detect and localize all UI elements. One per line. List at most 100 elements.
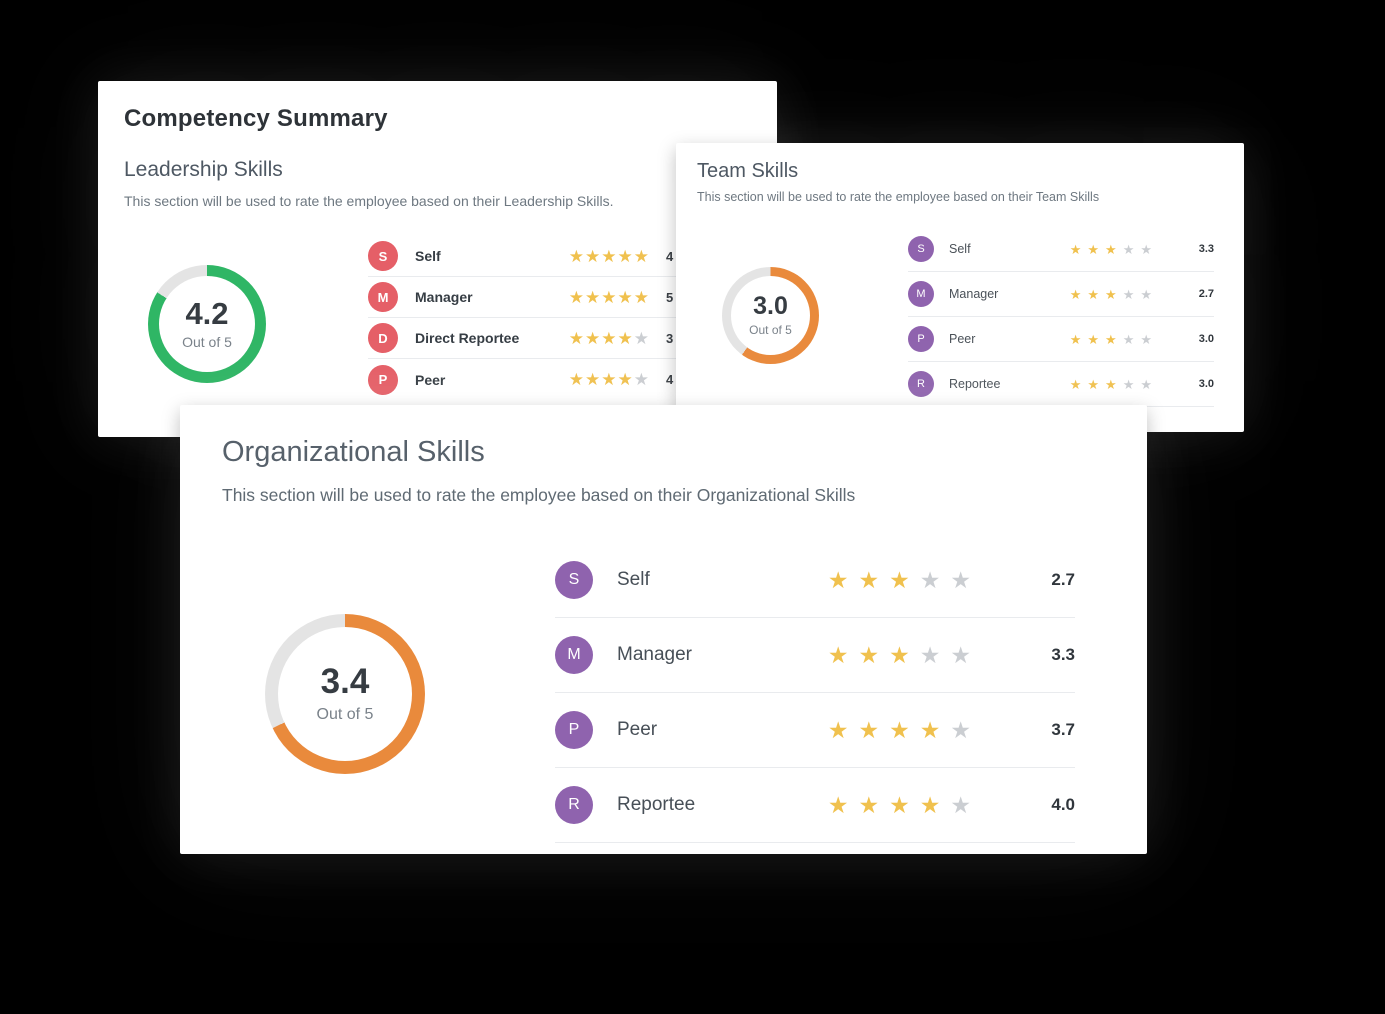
star-icon: ★ [858,791,880,818]
row-value: 4.0 [1051,795,1075,814]
star-icon: ★ [1087,376,1100,392]
star-icon: ★ [950,716,971,743]
row-label: Manager [949,287,999,301]
row-value: 2.7 [1198,288,1214,300]
star-icon: ★ [858,716,880,743]
rating-row-self: S Self ★ ★ ★ ★ ★ 2.7 [555,543,1075,618]
org-rating-list: S Self ★ ★ ★ ★ ★ 2.7 M Manager ★ ★ ★ ★ ★ 3.3 P P… [555,543,1075,843]
row-label: Direct Reportee [415,330,520,346]
row-value: 4 [666,248,674,264]
row-value: 3.0 [1198,333,1214,345]
avatar: M [368,282,398,312]
org-score-caption: Out of 5 [316,706,374,723]
star-rating: ★ ★ ★ ★ ★ [827,566,971,593]
star-rating: ★ ★ ★ ★ ★ [569,289,650,306]
star-rating: ★ ★ ★ ★ ★ [1070,333,1158,346]
star-rating: ★ ★ ★ ★ ★ [569,248,650,265]
star-icon: ★ [601,246,617,266]
rating-row-reportee: R Reportee ★ ★ ★ ★ ★ 4.0 [555,768,1075,843]
star-icon: ★ [1122,331,1135,347]
star-icon: ★ [827,566,849,593]
star-icon: ★ [950,566,971,593]
donut-hole: 4.2 Out of 5 [159,276,255,372]
row-value: 3.0 [1198,378,1214,390]
row-label: Reportee [617,794,696,815]
star-icon: ★ [1140,241,1152,257]
star-icon: ★ [1087,286,1100,302]
star-icon: ★ [889,566,910,593]
star-icon: ★ [617,328,633,348]
row-label: Peer [617,719,658,740]
star-rating: ★ ★ ★ ★ ★ [827,716,971,743]
star-icon: ★ [950,791,971,818]
star-icon: ★ [1069,376,1082,392]
star-icon: ★ [568,246,584,266]
star-rating: ★ ★ ★ ★ ★ [569,330,650,347]
star-icon: ★ [1105,241,1117,257]
team-score-caption: Out of 5 [749,323,792,337]
rating-row-peer: P Peer ★ ★ ★ ★ ★ 3.7 [555,693,1075,768]
star-icon: ★ [617,370,633,389]
avatar: R [908,371,934,397]
star-icon: ★ [585,370,601,389]
row-label: Manager [415,289,473,305]
star-icon: ★ [889,791,910,818]
row-label: Manager [617,644,692,665]
rating-row-peer: P Peer ★ ★ ★ ★ ★ 4 [368,359,777,400]
row-label: Reportee [949,377,1001,391]
team-rating-list: S Self ★ ★ ★ ★ ★ 3.3 M Manager ★ ★ ★ ★ ★ 2.7 P P… [908,227,1214,407]
star-icon: ★ [1122,241,1135,257]
star-icon: ★ [585,246,601,266]
donut-hole: 3.0 Out of 5 [731,276,810,355]
star-icon: ★ [827,791,849,818]
star-icon: ★ [1069,331,1082,347]
rating-row-reportee: R Reportee ★ ★ ★ ★ ★ 3.0 [908,362,1214,407]
row-label: Peer [949,332,976,346]
avatar: R [555,786,593,824]
row-value: 2.7 [1051,570,1075,589]
star-icon: ★ [889,641,910,668]
page-title: Competency Summary [124,105,388,132]
star-rating: ★ ★ ★ ★ ★ [569,371,650,388]
leadership-section-title: Leadership Skills [124,158,283,181]
star-icon: ★ [858,566,880,593]
star-icon: ★ [633,246,649,266]
leadership-section-description: This section will be used to rate the em… [124,193,614,209]
team-section-title: Team Skills [697,160,799,182]
rating-row-self: S Self ★ ★ ★ ★ ★ 3.3 [908,227,1214,272]
star-icon: ★ [633,287,649,307]
star-icon: ★ [1105,286,1117,302]
row-value: 3.3 [1051,645,1075,664]
row-label: Self [415,248,441,264]
row-label: Self [949,242,971,256]
rating-row-manager: M Manager ★ ★ ★ ★ ★ 5 [368,277,777,318]
rating-row-self: S Self ★ ★ ★ ★ ★ 4 [368,236,777,277]
star-icon: ★ [1069,241,1082,257]
star-icon: ★ [858,641,880,668]
star-icon: ★ [568,370,584,389]
leadership-score-donut: 4.2 Out of 5 [148,265,266,383]
star-icon: ★ [1105,331,1117,347]
star-icon: ★ [617,287,633,307]
star-icon: ★ [601,287,617,307]
star-icon: ★ [1105,376,1117,392]
rating-row-peer: P Peer ★ ★ ★ ★ ★ 3.0 [908,317,1214,362]
star-icon: ★ [1140,376,1152,392]
star-icon: ★ [568,287,584,307]
star-icon: ★ [1087,331,1100,347]
avatar: S [368,241,398,271]
row-value: 3.7 [1051,720,1075,739]
avatar: S [908,236,934,262]
row-value: 3 [666,330,674,346]
row-value: 4 [666,372,674,387]
team-score-value: 3.0 [753,292,788,320]
team-section-description: This section will be used to rate the em… [697,190,1100,204]
star-icon: ★ [601,328,617,348]
row-label: Self [617,569,650,590]
org-section-description: This section will be used to rate the em… [222,485,856,505]
team-score-donut: 3.0 Out of 5 [722,267,819,364]
avatar: D [368,323,398,353]
star-icon: ★ [919,566,941,593]
star-icon: ★ [827,716,849,743]
org-score-donut: 3.4 Out of 5 [265,614,425,774]
